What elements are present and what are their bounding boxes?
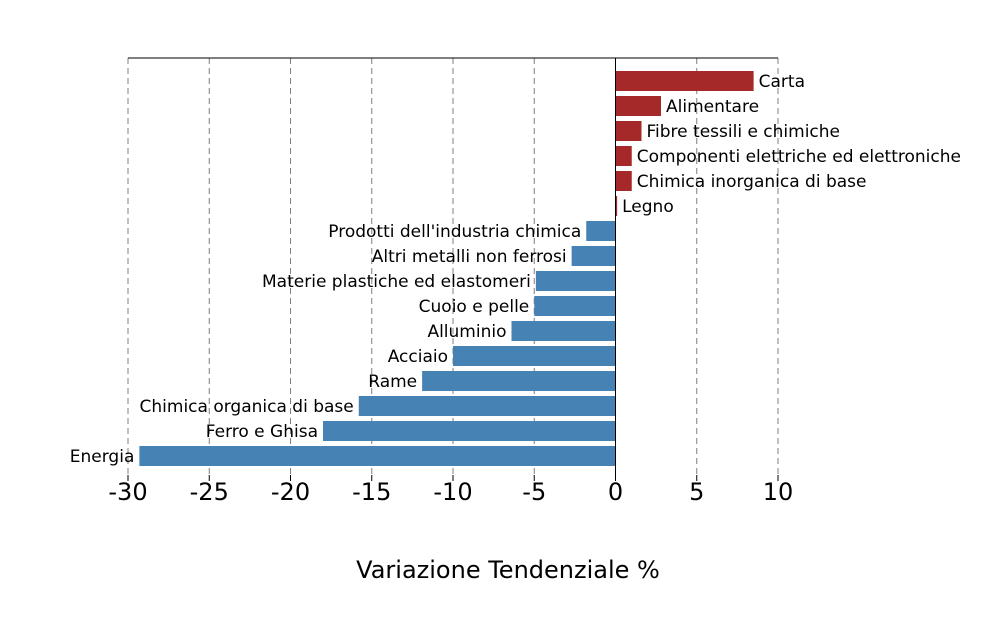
bar-12 — [422, 371, 616, 391]
bar-label-6: Prodotti dell'industria chimica — [328, 222, 581, 242]
bar-label-1: Alimentare — [666, 97, 759, 117]
bar-11 — [453, 346, 616, 366]
x-tick-label-6: 0 — [608, 478, 623, 506]
bar-label-10: Alluminio — [427, 322, 506, 342]
bar-label-3: Componenti elettriche ed elettroniche — [637, 147, 961, 167]
bar-label-5: Legno — [622, 197, 674, 217]
bar-8 — [535, 271, 616, 291]
axes: -30 -25 -20 -15 -10 -5 0 5 10 — [108, 57, 794, 506]
bar-label-13: Chimica organica di base — [140, 397, 354, 417]
bar-label-8: Materie plastiche ed elastomeri — [262, 272, 531, 292]
bar-label-12: Rame — [368, 372, 417, 392]
bar-4 — [615, 171, 632, 191]
bar-label-4: Chimica inorganica di base — [637, 172, 867, 192]
x-tick-label-3: -15 — [352, 478, 391, 506]
x-axis-title: Variazione Tendenziale % — [356, 556, 660, 584]
bar-7 — [571, 246, 616, 266]
bar-9 — [534, 296, 616, 316]
bar-label-14: Ferro e Ghisa — [206, 422, 318, 442]
bar-3 — [615, 146, 632, 166]
bar-label-0: Carta — [759, 72, 805, 92]
bar-label-11: Acciaio — [388, 347, 448, 367]
bar-6 — [586, 221, 616, 241]
bar-14 — [323, 421, 616, 441]
bar-13 — [358, 396, 616, 416]
bar-label-9: Cuoio e pelle — [419, 297, 530, 317]
bar-0 — [615, 71, 754, 91]
bar-2 — [615, 121, 642, 141]
x-tick-label-2: -20 — [271, 478, 310, 506]
bar-label-2: Fibre tessili e chimiche — [647, 122, 841, 142]
x-tick-label-0: -30 — [108, 478, 147, 506]
bars — [139, 71, 754, 466]
bar-label-7: Altri metalli non ferrosi — [372, 247, 567, 267]
bar-label-15: Energia — [70, 447, 135, 467]
x-tick-label-8: 10 — [763, 478, 794, 506]
bar-5 — [615, 196, 618, 216]
x-tick-label-7: 5 — [689, 478, 704, 506]
x-tick-label-4: -10 — [433, 478, 472, 506]
bar-15 — [139, 446, 616, 466]
x-tick-label-1: -25 — [190, 478, 229, 506]
bar-1 — [615, 96, 661, 116]
bar-10 — [511, 321, 616, 341]
x-tick-label-5: -5 — [522, 478, 546, 506]
